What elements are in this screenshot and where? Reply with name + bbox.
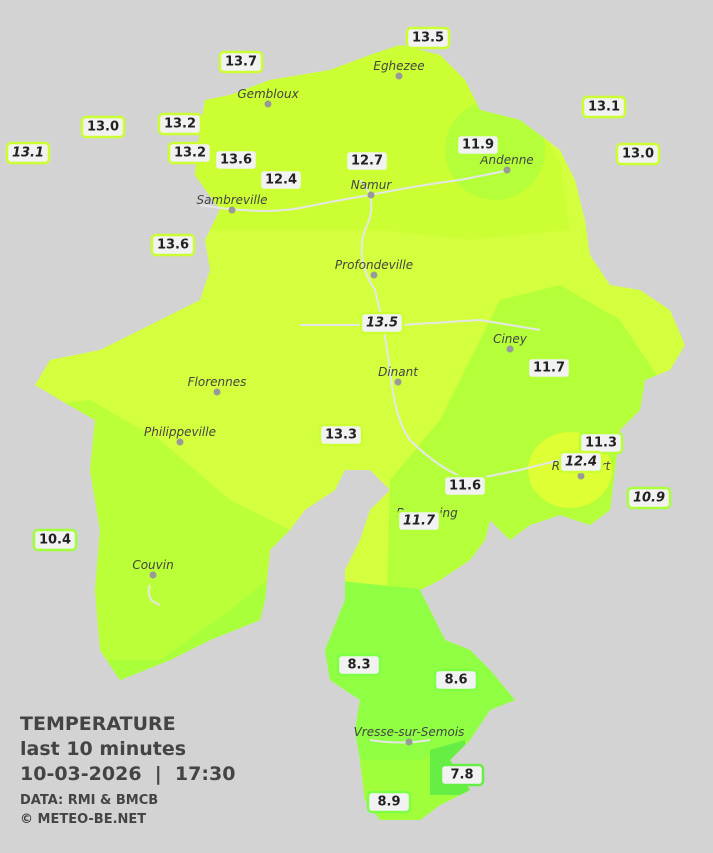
station-box	[433, 668, 479, 692]
town-dot	[394, 378, 402, 386]
town-name: Dinant	[378, 365, 419, 379]
station-box	[80, 115, 126, 139]
legend-title: TEMPERATURE	[20, 713, 176, 735]
town-dot	[149, 571, 157, 579]
town-name: Profondeville	[335, 258, 413, 272]
station-value: 11.7	[533, 361, 565, 376]
station-box	[5, 141, 51, 165]
station-box	[615, 142, 661, 166]
station-value: 8.9	[377, 795, 400, 810]
legend-datetime: 10-03-2026 | 17:30	[20, 763, 235, 785]
station-value: 13.0	[622, 147, 654, 162]
town-name: Namur	[351, 178, 393, 192]
station-value: 12.7	[351, 154, 383, 169]
station-box	[359, 311, 405, 335]
town-name: Gembloux	[237, 87, 299, 101]
station-value: 11.6	[449, 479, 481, 494]
station-box	[218, 50, 264, 74]
town-dot	[503, 166, 511, 174]
station-value: 12.4	[265, 173, 297, 188]
legend-subtitle: last 10 minutes	[20, 738, 186, 760]
town-dot	[176, 438, 184, 446]
station-box	[405, 26, 451, 50]
town-name: Ciney	[493, 332, 528, 346]
station-value: 13.6	[157, 238, 189, 253]
legend: TEMPERATURE last 10 minutes 10-03-2026 |…	[20, 713, 235, 827]
station-value: 8.6	[444, 673, 467, 688]
station-value: 13.7	[225, 55, 257, 70]
station-box	[366, 790, 412, 814]
station-box	[32, 528, 78, 552]
station-box	[558, 450, 604, 474]
station-value: 10.4	[39, 533, 71, 548]
station-box	[336, 653, 382, 677]
station-value: 13.6	[220, 153, 252, 168]
legend-copyright: © METEO-BE.NET	[20, 812, 146, 827]
station-box	[526, 356, 572, 380]
town-dot	[577, 472, 585, 480]
station-box	[167, 141, 213, 165]
town-name: Vresse-sur-Semois	[354, 725, 465, 739]
station-box	[157, 112, 203, 136]
station-value: 11.3	[585, 436, 617, 451]
town-name: Eghezee	[373, 59, 424, 73]
town-dot	[405, 738, 413, 746]
town-name: Florennes	[188, 375, 247, 389]
station-box	[455, 133, 501, 157]
station-box	[442, 474, 488, 498]
town-name: Sambreville	[196, 193, 267, 207]
station-box	[439, 763, 485, 787]
station-box	[150, 233, 196, 257]
station-box	[344, 149, 390, 173]
town-name: Philippeville	[144, 425, 216, 439]
station-value: 11.7	[403, 514, 436, 529]
station-value: 13.2	[164, 117, 196, 132]
station-box	[213, 148, 259, 172]
town-dot	[370, 271, 378, 279]
station-value: 13.5	[412, 31, 444, 46]
station-value: 8.3	[347, 658, 370, 673]
station-value: 7.8	[450, 768, 473, 783]
legend-source: DATA: RMI & BMCB	[20, 793, 158, 808]
town-dot	[213, 388, 221, 396]
station-value: 13.2	[174, 146, 206, 161]
station-value: 12.4	[565, 455, 597, 470]
station-value: 11.9	[462, 138, 494, 153]
station-value: 13.1	[588, 100, 620, 115]
station-box	[396, 509, 442, 533]
station-box	[258, 168, 304, 192]
town-name: Couvin	[132, 558, 173, 572]
town-dot	[367, 191, 375, 199]
station-value: 13.5	[366, 316, 398, 331]
station-value: 13.1	[12, 146, 44, 161]
town-dot	[264, 100, 272, 108]
station-value: 10.9	[633, 491, 665, 506]
river	[147, 169, 561, 744]
town-dot	[395, 72, 403, 80]
station-box	[318, 423, 364, 447]
station-box	[581, 95, 627, 119]
station-box	[626, 486, 672, 510]
town-dot	[506, 345, 514, 353]
town-dot	[228, 206, 236, 214]
station-value: 13.0	[87, 120, 119, 135]
station-value: 13.3	[325, 428, 357, 443]
town-name: Andenne	[479, 153, 533, 167]
